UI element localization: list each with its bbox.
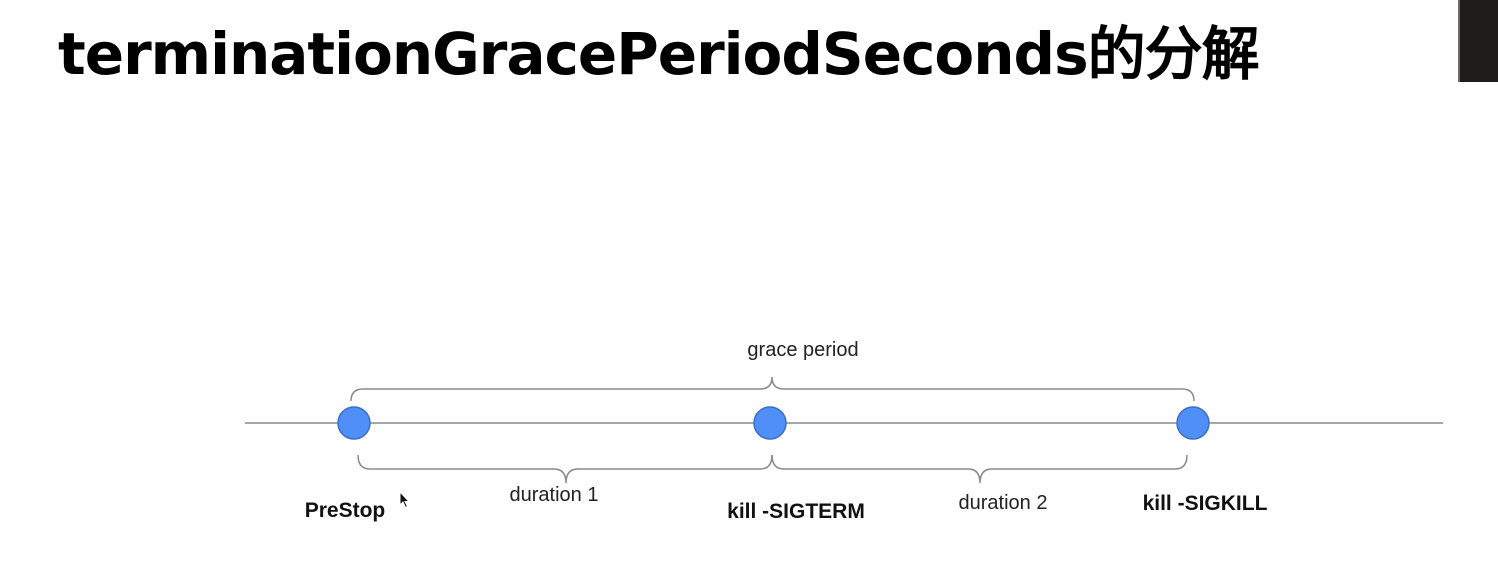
prestop-label: PreStop: [305, 499, 386, 522]
video-thumbnail-edge: [1458, 0, 1498, 82]
sigterm-node: [753, 406, 787, 440]
prestop-node: [337, 406, 371, 440]
duration-1-label: duration 1: [510, 484, 599, 506]
sigterm-label: kill -SIGTERM: [727, 500, 865, 523]
duration-1-brace: [357, 454, 773, 484]
grace-period-brace: [350, 376, 1195, 402]
duration-2-brace: [771, 454, 1188, 484]
sigkill-node: [1176, 406, 1210, 440]
duration-2-label: duration 2: [959, 492, 1048, 514]
grace-period-label: grace period: [747, 339, 858, 361]
slide-title: terminationGracePeriodSeconds的分解: [58, 20, 1260, 88]
sigkill-label: kill -SIGKILL: [1143, 492, 1268, 515]
mouse-cursor-icon: [399, 491, 411, 509]
